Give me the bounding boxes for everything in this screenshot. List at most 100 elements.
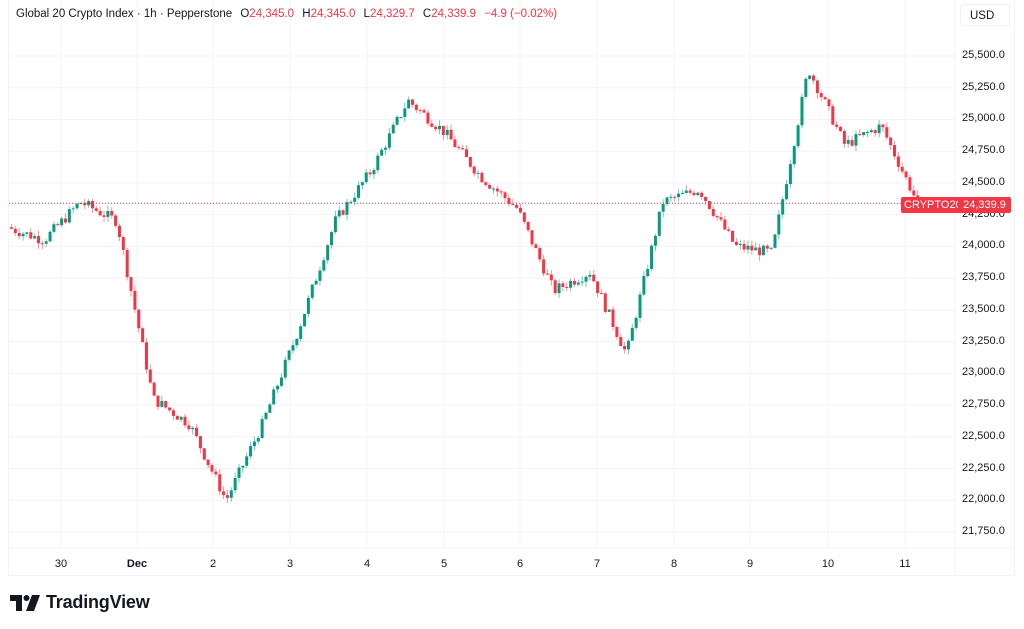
candle-up [380, 149, 384, 156]
candle-down [198, 436, 202, 449]
interval[interactable]: 1h [143, 8, 157, 20]
time-tick-label: 4 [363, 558, 371, 570]
candle-down [441, 125, 445, 136]
candle-up [638, 294, 642, 318]
candle-down [889, 137, 893, 146]
candle-down [422, 110, 426, 113]
tradingview-logo-icon [10, 594, 40, 611]
candle-down [418, 109, 422, 111]
candle-up [241, 465, 245, 468]
candle-up [252, 441, 256, 447]
candle-up [696, 192, 700, 196]
candle-down [599, 293, 603, 295]
candle-up [407, 99, 411, 109]
separator: · [136, 8, 141, 20]
price-tick-label: 22,250.0 [962, 461, 1005, 474]
candle-up [800, 96, 804, 126]
candle-up [862, 132, 866, 136]
candle-down [13, 228, 17, 233]
time-tick-label: 9 [746, 558, 754, 570]
candle-up [272, 389, 276, 405]
price-tick-label: 24,000.0 [962, 239, 1005, 252]
candle-up [391, 124, 395, 134]
candle-down [831, 106, 835, 125]
candle-up [630, 327, 634, 341]
data-source: Pepperstone [166, 8, 233, 20]
candle-down [742, 243, 746, 250]
candle-up [326, 245, 330, 261]
candle-up [353, 197, 357, 202]
candle-down [835, 124, 839, 127]
candle-down [615, 327, 619, 337]
candle-down [896, 156, 900, 167]
candle-up [233, 477, 237, 491]
symbol-name[interactable]: Global 20 Crypto Index [16, 8, 134, 20]
candle-down [368, 172, 372, 175]
price-tick-label: 25,000.0 [962, 112, 1005, 125]
price-tick-label: 25,250.0 [962, 80, 1005, 93]
candle-down [137, 309, 141, 329]
candle-up [283, 359, 287, 378]
symbol-legend: Global 20 Crypto Index · 1h · Pepperston… [16, 8, 557, 20]
candle-up [330, 232, 334, 246]
chart-pane[interactable] [8, 0, 1015, 576]
candle-up [738, 243, 742, 245]
candle-down [885, 127, 889, 138]
candle-up [476, 172, 480, 174]
currency-button[interactable]: USD [960, 4, 1010, 26]
candle-down [603, 293, 607, 312]
candle-down [495, 188, 499, 192]
high-label: H [302, 8, 311, 20]
price-tick-label: 23,250.0 [962, 334, 1005, 347]
candle-down [904, 171, 908, 178]
candle-down [117, 225, 121, 238]
candle-up [52, 224, 56, 232]
candle-down [912, 190, 916, 196]
candle-down [850, 140, 854, 146]
candle-down [673, 196, 677, 198]
candle-up [680, 193, 684, 195]
candle-down [414, 104, 418, 110]
candle-down [152, 382, 156, 396]
price-tick-label: 23,750.0 [962, 271, 1005, 284]
brand-name: TradingView [46, 592, 150, 612]
close-value: 24,339.9 [431, 8, 476, 20]
candle-up [21, 233, 25, 237]
candle-up [785, 184, 789, 200]
candle-down [164, 400, 168, 408]
candle-down [623, 346, 627, 350]
price-tick-label: 25,500.0 [962, 49, 1005, 61]
candle-down [110, 210, 114, 216]
candle-up [403, 108, 407, 117]
time-tick-label: Dec [126, 558, 148, 570]
candle-up [761, 245, 765, 256]
candle-down [873, 130, 877, 134]
low-label: L [363, 8, 370, 20]
candle-down [457, 147, 461, 149]
candle-down [183, 416, 187, 426]
candle-down [758, 247, 762, 256]
candle-up [650, 245, 654, 269]
candle-down [507, 198, 511, 204]
candle-down [908, 177, 912, 191]
candle-down [534, 244, 538, 249]
candle-up [773, 234, 777, 248]
candle-up [684, 190, 688, 194]
candle-down [472, 166, 476, 174]
candle-down [148, 369, 152, 383]
candle-down [225, 495, 229, 498]
price-tick-label: 22,750.0 [962, 398, 1005, 411]
candle-down [549, 274, 553, 281]
candle-down [210, 465, 214, 472]
tradingview-logo[interactable]: TradingView [10, 592, 150, 613]
candle-up [746, 245, 750, 250]
candle-down [453, 139, 457, 148]
time-tick-label: 30 [54, 558, 68, 570]
candle-down [842, 131, 846, 144]
high-value: 24,345.0 [310, 8, 356, 20]
candle-up [557, 283, 561, 294]
candlestick-plot[interactable] [0, 0, 1024, 576]
candle-up [387, 133, 391, 148]
candle-down [545, 273, 549, 275]
time-tick-label: 2 [209, 558, 217, 570]
